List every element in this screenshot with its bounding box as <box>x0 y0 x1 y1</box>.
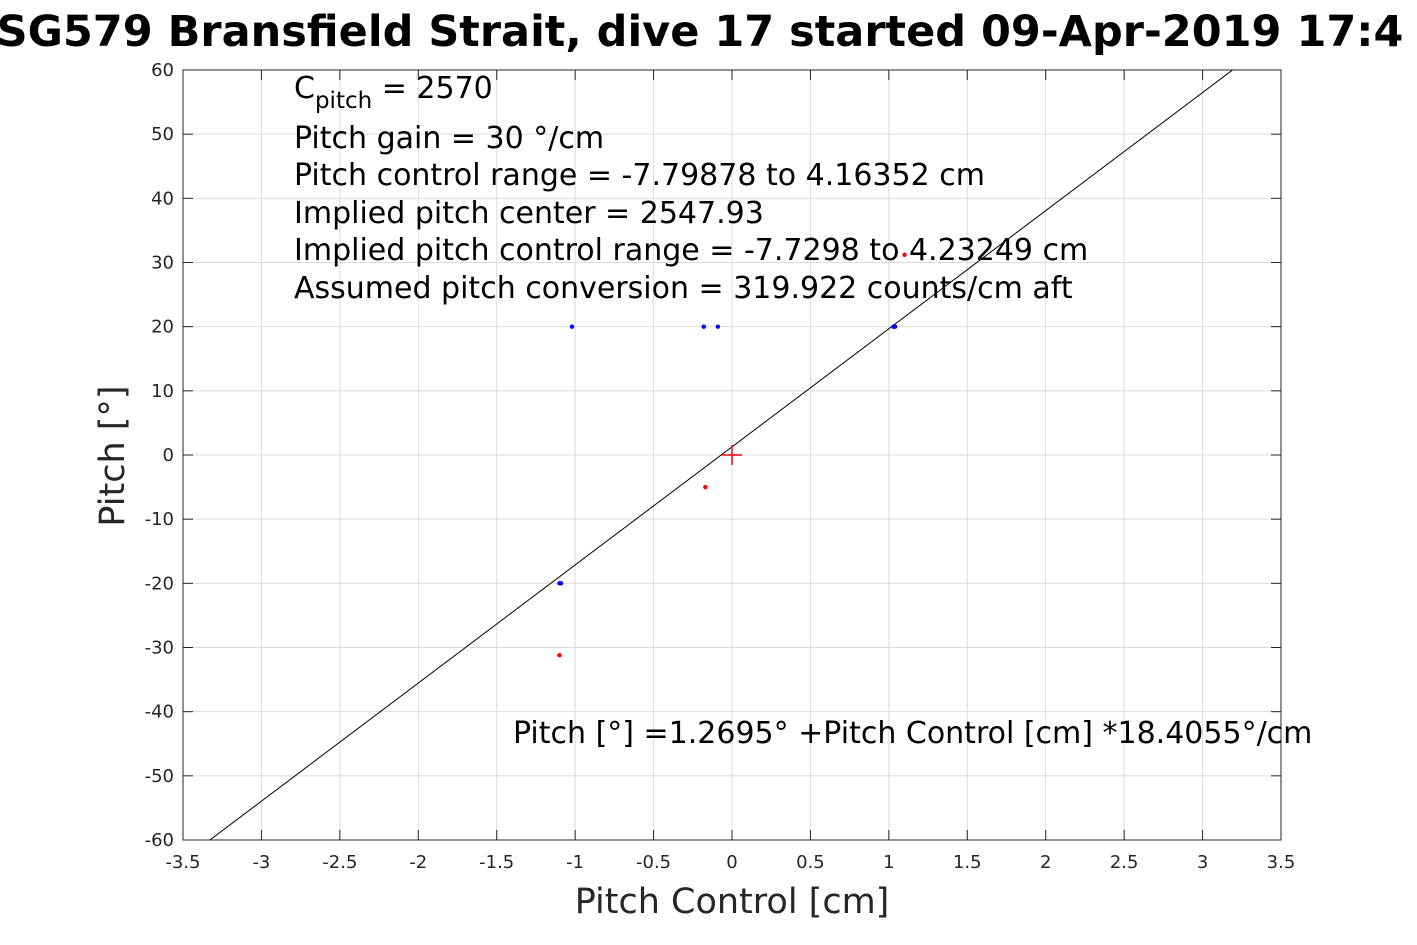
y-tick-label: 0 <box>163 445 174 466</box>
data-point-series-2 <box>703 484 708 490</box>
x-tick-label: -1 <box>566 852 584 873</box>
x-tick-label: -3 <box>252 852 270 873</box>
data-point-series-1 <box>715 324 721 329</box>
data-point-series-1 <box>569 324 575 329</box>
data-point-series-1 <box>701 324 706 329</box>
y-tick-label: 30 <box>151 253 174 274</box>
x-tick-label: -1.5 <box>479 852 514 873</box>
y-axis-label: Pitch [°] <box>93 385 133 526</box>
x-tick-label: 3.5 <box>1267 852 1296 873</box>
x-tick-label: -0.5 <box>636 852 671 873</box>
x-tick-labels: -3.5 -3 -2.5 -2 -1.5 -1 -0.5 0 0.5 1 1.5 2 2.5 3 3.5 <box>165 852 1295 873</box>
y-tick-label: -60 <box>145 830 174 851</box>
assumed-conversion-annotation: Assumed pitch conversion = 319.922 count… <box>294 271 1073 306</box>
y-tick-label: 20 <box>151 317 174 338</box>
y-tick-label: 60 <box>151 60 174 81</box>
y-tick-label: -30 <box>145 638 174 659</box>
data-point-series-1 <box>892 324 898 329</box>
pitch-gain-annotation: Pitch gain = 30 °/cm <box>294 121 604 156</box>
y-tick-labels: 60 50 40 30 20 10 0 -10 -20 -30 -40 -50 -60 <box>145 60 174 851</box>
pitch-control-range-annotation: Pitch control range = -7.79878 to 4.1635… <box>294 158 985 193</box>
data-points <box>557 252 907 658</box>
c-pitch-annotation: Cpitch = 2570 <box>294 71 493 114</box>
x-axis-label: Pitch Control [cm] <box>575 882 890 922</box>
y-tick-label: -50 <box>145 766 174 787</box>
x-tick-label: 2 <box>1040 852 1051 873</box>
data-point-series-2 <box>902 252 907 257</box>
data-point-series-2 <box>557 653 562 658</box>
x-tick-label: 0.5 <box>796 852 825 873</box>
axes-box <box>182 69 1282 841</box>
center-marker <box>722 445 742 465</box>
implied-range-annotation: Implied pitch control range = -7.7298 to… <box>294 233 1088 268</box>
y-tick-label: 10 <box>151 381 174 402</box>
x-tick-label: 0 <box>726 852 737 873</box>
x-tick-label: -3.5 <box>165 852 200 873</box>
fit-equation-annotation: Pitch [°] =1.2695° +Pitch Control [cm] *… <box>513 716 1312 751</box>
implied-center-annotation: Implied pitch center = 2547.93 <box>294 196 764 231</box>
y-tick-label: -20 <box>145 573 174 594</box>
data-point-series-1 <box>558 581 564 586</box>
x-tick-label: 1.5 <box>953 852 982 873</box>
x-tick-label: -2.5 <box>322 852 357 873</box>
y-tick-label: 40 <box>151 188 174 209</box>
y-tick-label: -40 <box>145 702 174 723</box>
y-tick-label: -10 <box>145 509 174 530</box>
chart-title: SG579 Bransfield Strait, dive 17 started… <box>0 7 1403 57</box>
x-tick-label: -2 <box>409 852 427 873</box>
y-tick-label: 50 <box>151 124 174 145</box>
x-tick-label: 1 <box>883 852 894 873</box>
x-tick-label: 2.5 <box>1110 852 1139 873</box>
x-tick-label: 3 <box>1197 852 1208 873</box>
